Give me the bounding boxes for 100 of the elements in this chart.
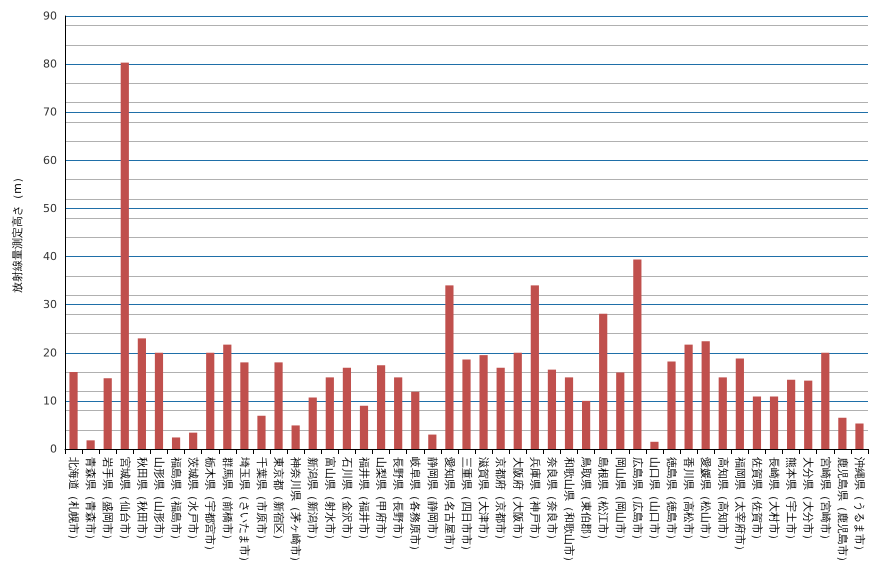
x-tick-label: 山形県（山形市） [152,457,166,545]
x-tick-label: 島根県（松江市） [596,457,610,545]
x-tick-label: 兵庫県（神戸市） [528,457,542,545]
x-tick-label: 栃木県（宇都宮市） [204,457,217,556]
x-tick-label: 徳島県（徳島市） [665,457,678,545]
bar [257,416,266,449]
bar [479,355,488,449]
x-tick-label: 広島県（広島市） [630,457,644,545]
bar [172,437,180,449]
bar [326,377,334,449]
y-tick-label: 80 [43,58,57,71]
bar [548,370,556,449]
x-tick-label: 福島県（福島市） [170,457,183,545]
x-tick-label: 神奈川県（茅ヶ崎市） [289,457,302,567]
x-tick-label: 高知県（高知市） [716,457,730,545]
bar [274,362,283,449]
y-tick-label: 90 [43,10,57,22]
x-tick-label: 福岡県（太宰府市） [733,457,746,556]
x-tick-label: 岐阜県（各務原市） [408,457,422,556]
bar [428,434,436,449]
bar [120,62,129,449]
y-tick-label: 20 [43,346,57,360]
x-tick-label: 岡山県（岡山市） [614,457,627,545]
bar [821,352,830,449]
x-tick-label: 奈良県（奈良市） [545,457,558,545]
bar [702,341,710,449]
bar [154,352,164,449]
bar [838,418,846,449]
bar [496,368,505,449]
bar [633,259,642,449]
x-tick-label: 新潟県（新潟市） [306,457,320,545]
x-tick-label: 群馬県（前橋市） [220,457,234,545]
y-tick-label: 60 [43,154,57,167]
bar [770,396,778,449]
bar [240,362,248,449]
bar [752,396,762,449]
x-tick-label: 千葉県（市原市） [254,457,268,545]
y-tick-label: 30 [43,298,57,312]
x-tick-label: 鳥取県（東伯郡） [580,456,593,545]
x-tick-label: 大阪府（大阪市） [511,457,524,545]
x-tick-label: 長野県（長野市） [392,457,405,545]
bar [69,372,78,449]
y-tick-label: 40 [43,250,57,264]
bar [342,368,352,449]
bar [360,406,368,449]
bar [514,352,522,449]
x-tick-label: 静岡県（静岡市） [426,457,439,545]
x-tick-label: 福井県（福井市） [357,457,370,545]
bar [376,365,386,449]
x-tick-label: 大分県（大分市） [802,457,815,545]
x-tick-label: 愛知県（名古屋市） [442,457,456,556]
x-tick-label: 和歌山県（和歌山市） [562,457,576,567]
x-tick-label: 富山県（射水市） [323,457,336,545]
x-tick-label: 香川県（高松市） [682,457,696,545]
x-tick-label: 東京都（新宿区） [272,457,286,545]
bar [394,377,402,449]
bar [411,392,420,449]
bar [616,372,624,449]
x-tick-label: 茨城県（水戸市） [186,457,200,545]
bar [308,398,317,449]
x-tick-label: 宮城県（仙台市） [118,457,132,545]
bar [855,424,864,449]
x-tick-label: 長崎県（大村市） [768,457,781,545]
bar [599,314,608,449]
bar [462,360,471,449]
bar [223,344,232,449]
bar [718,377,727,449]
y-tick-label: 50 [43,202,57,215]
x-tick-label: 熊本県（宇土市） [784,457,798,545]
bar [530,285,539,449]
x-tick-label: 三重県（四日市市） [460,457,473,556]
x-tick-label: 青森県（青森市） [84,457,98,545]
bar [564,377,574,449]
y-tick-label: 70 [43,106,57,119]
bar [206,352,214,449]
bar [138,338,146,449]
x-tick-label: 北海道（札幌市） [67,457,80,545]
bar [582,400,590,449]
x-tick-label: 京都府（京都市） [494,457,508,545]
x-tick-label: 石川県（金沢市） [340,457,354,545]
bar [292,425,300,449]
x-tick-label: 滋賀県（大津市） [477,457,490,545]
bar [104,378,112,449]
y-axis-title: 放射線量測定高さ（m） [11,172,24,293]
x-tick-label: 佐賀県（佐賀市） [750,457,764,545]
x-tick-label: 沖縄県（うるま市） [852,457,866,556]
x-tick-label: 秋田県（秋田市） [135,457,148,545]
bar [787,380,796,449]
x-tick-label: 岩手県（盛岡市） [101,457,114,545]
y-tick-label: 10 [43,394,57,408]
x-tick-label: 愛媛県（松山市） [699,457,712,545]
bar [650,442,659,449]
bar [804,380,812,449]
x-tick-label: 埼玉県（さいたま市） [238,456,251,567]
x-tick-label: 山口県（山口市） [648,457,661,545]
bar [667,361,676,449]
x-tick-label: 山梨県（甲府市） [374,457,388,545]
x-tick-label: 鹿児島県（鹿児島市） [836,457,849,567]
bar [445,285,454,449]
bar [189,432,198,449]
